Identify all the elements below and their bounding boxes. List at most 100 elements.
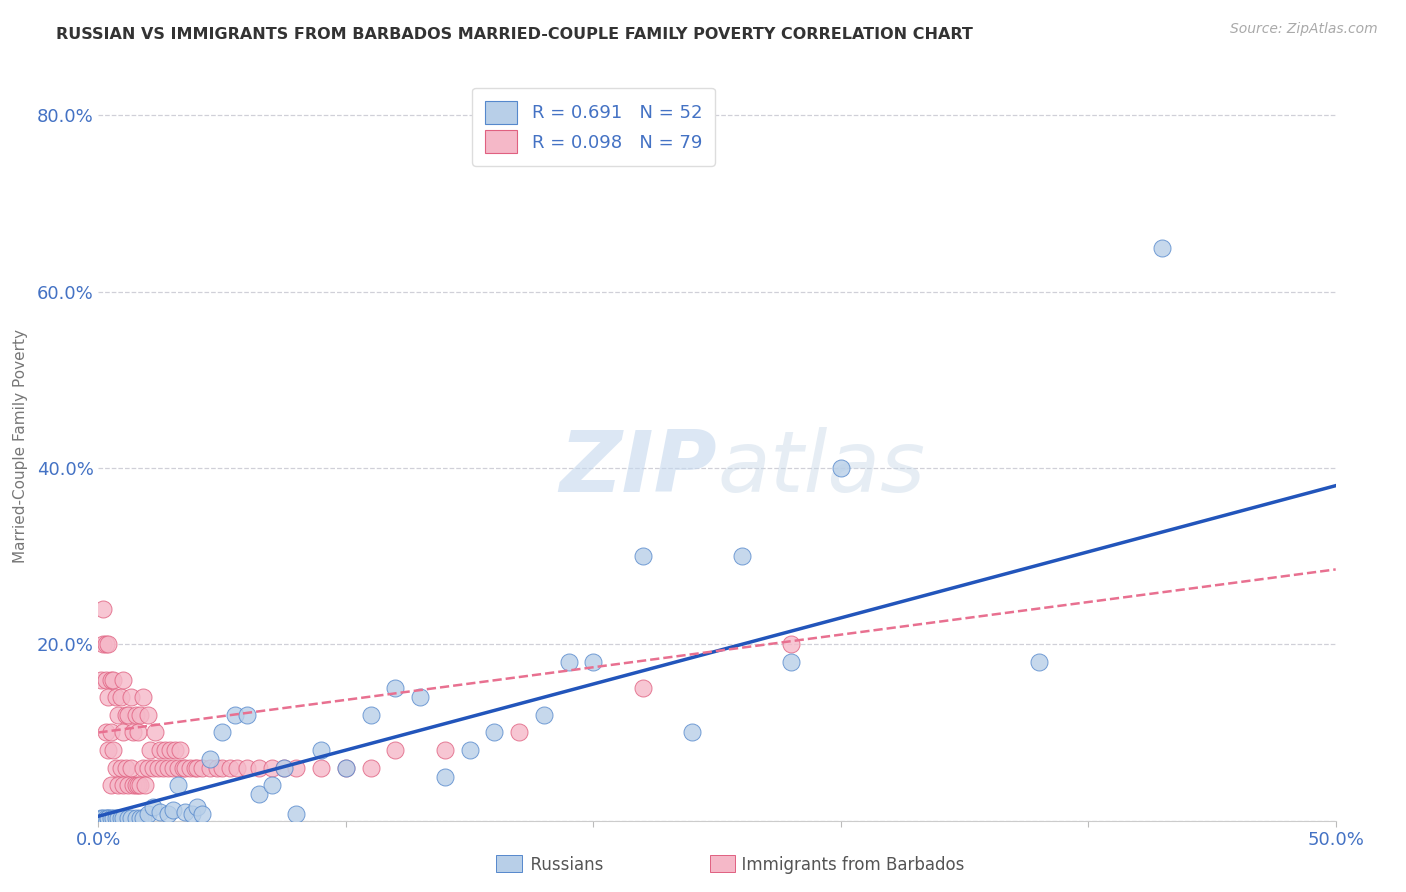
Point <box>120 761 142 775</box>
Point <box>100 725 122 739</box>
Point <box>309 743 332 757</box>
Point <box>236 761 259 775</box>
Text: atlas: atlas <box>717 427 925 510</box>
Point <box>162 803 184 817</box>
Point <box>104 690 127 705</box>
Point <box>285 806 308 821</box>
Point <box>191 806 214 821</box>
Point <box>273 761 295 775</box>
Point <box>155 743 177 757</box>
Point <box>582 655 605 669</box>
Point <box>132 690 155 705</box>
Point <box>224 707 246 722</box>
Point <box>631 681 654 696</box>
Point <box>409 690 432 705</box>
Point <box>184 761 207 775</box>
Point <box>103 743 125 757</box>
Point <box>174 805 197 819</box>
Point <box>136 806 159 821</box>
Point <box>97 690 120 705</box>
Point <box>384 681 406 696</box>
Point <box>93 811 115 825</box>
Point <box>162 761 184 775</box>
Point <box>104 811 127 825</box>
Point <box>335 761 357 775</box>
Point <box>335 761 357 775</box>
Point <box>120 811 142 825</box>
Point <box>484 725 506 739</box>
Point <box>211 725 233 739</box>
Point <box>186 761 208 775</box>
Point <box>136 761 159 775</box>
Point <box>112 778 135 792</box>
Point <box>681 725 703 739</box>
Y-axis label: Married-Couple Family Poverty: Married-Couple Family Poverty <box>13 329 28 563</box>
Point <box>260 761 283 775</box>
Point <box>179 761 201 775</box>
Point <box>166 761 188 775</box>
Point <box>134 778 156 792</box>
Point <box>198 761 221 775</box>
Point <box>433 743 456 757</box>
Point <box>94 725 117 739</box>
Point <box>90 673 112 687</box>
Point <box>142 800 165 814</box>
Point <box>110 761 132 775</box>
Text: RUSSIAN VS IMMIGRANTS FROM BARBADOS MARRIED-COUPLE FAMILY POVERTY CORRELATION CH: RUSSIAN VS IMMIGRANTS FROM BARBADOS MARR… <box>56 27 973 42</box>
Text: Source: ZipAtlas.com: Source: ZipAtlas.com <box>1230 22 1378 37</box>
Point <box>285 761 308 775</box>
Text: Russians: Russians <box>520 856 603 874</box>
Point <box>97 811 120 825</box>
Point <box>120 690 142 705</box>
Point <box>104 761 127 775</box>
Point <box>114 707 136 722</box>
Point <box>780 637 803 651</box>
Point <box>508 725 530 739</box>
Point <box>107 778 129 792</box>
Text: Immigrants from Barbados: Immigrants from Barbados <box>731 856 965 874</box>
Point <box>198 752 221 766</box>
Point <box>117 811 139 825</box>
Point <box>100 811 122 825</box>
Point <box>156 761 179 775</box>
Point <box>122 725 145 739</box>
Point <box>107 811 129 825</box>
Point <box>127 725 149 739</box>
Point <box>360 761 382 775</box>
Point <box>100 778 122 792</box>
Point <box>273 761 295 775</box>
Point <box>122 778 145 792</box>
Point <box>94 811 117 825</box>
Point <box>103 811 125 825</box>
Point <box>458 743 481 757</box>
Point <box>110 811 132 825</box>
Point <box>191 761 214 775</box>
Point <box>114 761 136 775</box>
Point <box>152 761 174 775</box>
Point <box>107 707 129 722</box>
Point <box>136 707 159 722</box>
Point <box>149 805 172 819</box>
Point <box>97 637 120 651</box>
Point <box>103 673 125 687</box>
Point <box>97 743 120 757</box>
Point <box>226 761 249 775</box>
Point <box>205 761 228 775</box>
Point <box>110 690 132 705</box>
Point <box>247 787 270 801</box>
Point <box>139 743 162 757</box>
Point <box>174 761 197 775</box>
Point <box>181 806 204 821</box>
Point <box>149 743 172 757</box>
Point <box>94 673 117 687</box>
Point <box>129 811 152 825</box>
Point <box>260 778 283 792</box>
Point <box>172 761 194 775</box>
Point <box>384 743 406 757</box>
Point <box>186 800 208 814</box>
Point <box>112 811 135 825</box>
Text: ZIP: ZIP <box>560 427 717 510</box>
Point <box>90 811 112 825</box>
Point <box>132 761 155 775</box>
Point <box>142 761 165 775</box>
